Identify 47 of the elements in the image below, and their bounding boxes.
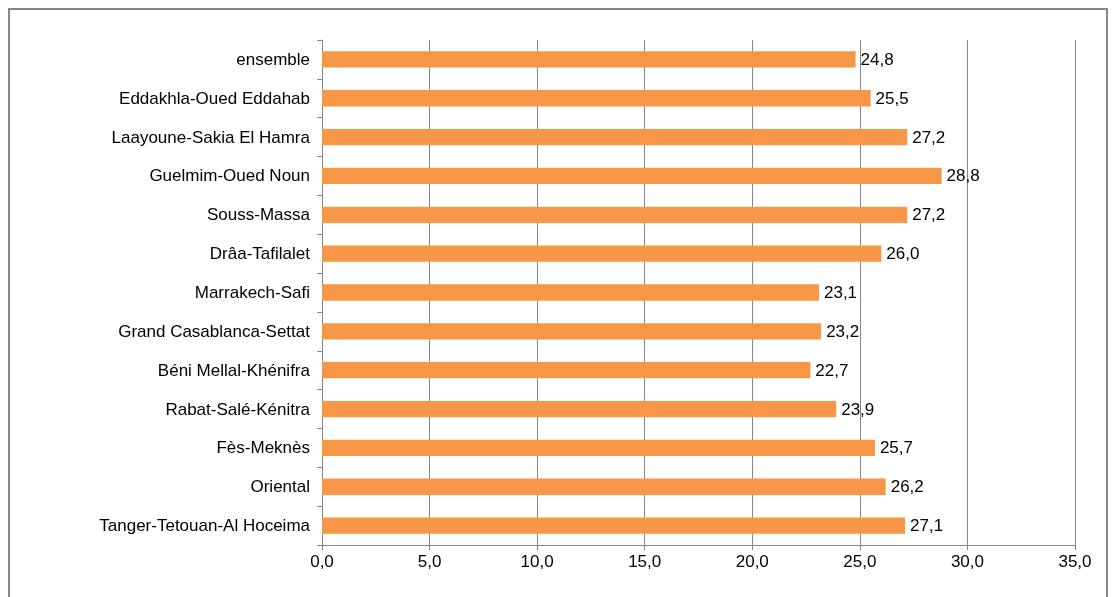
data-label: 27,2 xyxy=(912,205,946,225)
y-tick-label: Grand Casablanca-Settat xyxy=(118,321,311,341)
data-label: 22,7 xyxy=(815,360,849,380)
bar xyxy=(322,400,837,418)
y-tick-label: Laayoune-Sakia El Hamra xyxy=(111,127,311,147)
x-tick-label: 10,0 xyxy=(520,552,554,571)
x-tick-label: 30,0 xyxy=(950,552,984,571)
bar xyxy=(322,362,811,379)
data-label: 23,2 xyxy=(826,321,860,341)
data-label: 26,0 xyxy=(886,244,920,264)
x-tick-label: 20,0 xyxy=(735,552,769,571)
bar xyxy=(322,439,875,457)
data-label: 26,2 xyxy=(890,477,924,497)
data-label: 27,2 xyxy=(912,127,946,147)
y-tick-label: Tanger-Tetouan-Al Hoceima xyxy=(99,516,311,536)
y-tick-label: Béni Mellal-Khénifra xyxy=(157,360,311,380)
bar xyxy=(322,245,882,262)
bar xyxy=(322,517,906,534)
data-label: 23,1 xyxy=(823,283,858,302)
bar xyxy=(322,167,942,185)
data-label: 23,9 xyxy=(841,399,875,419)
bar xyxy=(322,128,908,146)
y-tick-label: Drâa-Tafilalet xyxy=(209,244,311,264)
x-tick-label: 5,0 xyxy=(417,552,442,571)
y-tick-label: ensemble xyxy=(236,49,310,69)
bar xyxy=(322,478,886,495)
x-tick-label: 0,0 xyxy=(310,552,334,571)
data-label: 27,1 xyxy=(910,516,944,536)
bar xyxy=(322,323,822,340)
bar xyxy=(322,90,871,107)
x-tick-label: 25,0 xyxy=(843,552,877,571)
y-tick-label: Souss-Massa xyxy=(207,205,311,225)
bar xyxy=(322,284,819,301)
data-label: 25,5 xyxy=(875,88,909,108)
y-tick-label: Marrakech-Safi xyxy=(194,283,310,302)
x-tick-label: 35,0 xyxy=(1058,552,1092,571)
data-label: 24,8 xyxy=(860,49,894,69)
y-tick-label: Oriental xyxy=(250,477,310,497)
y-tick-label: Eddakhla-Oued Eddahab xyxy=(119,88,310,108)
bar xyxy=(322,51,856,68)
x-tick-label: 15,0 xyxy=(628,552,662,571)
y-tick-label: Guelmim-Oued Noun xyxy=(149,166,310,186)
bar xyxy=(322,206,908,223)
y-tick-label: Rabat-Salé-Kénitra xyxy=(165,399,311,419)
data-label: 25,7 xyxy=(879,438,914,458)
data-label: 28,8 xyxy=(946,166,980,186)
y-tick-label: Fès-Meknès xyxy=(216,438,310,458)
